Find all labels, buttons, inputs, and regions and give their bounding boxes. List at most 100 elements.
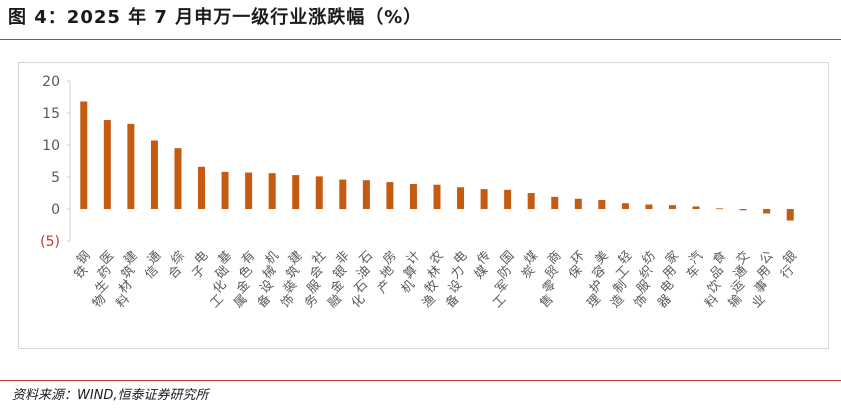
- bar-商贸零售: [551, 196, 559, 209]
- chart-frame: [18, 62, 829, 349]
- bar-计算机: [409, 184, 417, 209]
- x-tick-glyph: 信: [141, 262, 160, 281]
- x-tick-glyph: 备: [442, 291, 462, 311]
- y-tick-label: 0: [51, 202, 60, 218]
- x-tick-label: 煤炭: [518, 247, 540, 281]
- bar-非银金融: [339, 179, 347, 209]
- bar-电子: [198, 166, 206, 209]
- x-tick-label: 汽车: [683, 247, 705, 281]
- x-tick-glyph: 工: [207, 291, 226, 310]
- x-tick-label: 计算机: [398, 248, 423, 296]
- bar-社会服务: [315, 176, 323, 209]
- x-tick-glyph: 器: [654, 291, 674, 311]
- bar-轻工制造: [621, 203, 629, 209]
- bar-医药生物: [103, 120, 111, 209]
- bar-石油石化: [362, 180, 370, 209]
- x-tick-label: 银行: [777, 247, 799, 281]
- bars: [80, 101, 794, 221]
- bar-综合: [174, 148, 182, 209]
- x-tick-glyph: 饰: [631, 291, 650, 310]
- x-tick-glyph: 媒: [471, 262, 491, 282]
- x-tick-glyph: 渔: [419, 291, 438, 310]
- bar-基础化工: [221, 171, 229, 209]
- bar-银行: [786, 209, 794, 221]
- x-tick-glyph: 机: [398, 276, 418, 296]
- bar-钢铁: [80, 101, 88, 209]
- x-tick-glyph: 料: [113, 291, 133, 311]
- x-tick-label: 传媒: [471, 248, 493, 282]
- x-tick-glyph: 务: [301, 291, 320, 310]
- bar-交通运输: [739, 209, 747, 211]
- y-tick-label: (5): [40, 234, 60, 250]
- x-axis-labels: 钢铁医药生物建筑材料通信综合电子基础化工有色金属机械设备建筑装饰社会服务非银金融…: [71, 247, 800, 310]
- y-tick-label: 5: [51, 170, 60, 186]
- x-tick-glyph: 工: [489, 291, 508, 310]
- x-tick-glyph: 备: [254, 291, 274, 311]
- y-axis: (5) 0 5 10 15 20: [40, 74, 71, 250]
- y-tick-label: 10: [42, 138, 60, 154]
- x-tick-label: 综合: [165, 247, 187, 281]
- bar-食品饮料: [716, 208, 724, 210]
- x-tick-glyph: 属: [230, 291, 249, 310]
- x-tick-glyph: 业: [748, 291, 767, 310]
- y-tick-label: 20: [42, 74, 60, 90]
- bar-煤炭: [527, 193, 535, 209]
- bar-农林牧渔: [433, 184, 441, 209]
- x-tick-glyph: 行: [777, 262, 796, 281]
- x-tick-glyph: 车: [683, 262, 702, 281]
- bar-美容护理: [598, 200, 606, 209]
- x-tick-glyph: 物: [89, 291, 108, 310]
- x-tick-glyph: 炭: [518, 262, 537, 281]
- x-tick-label: 环保: [565, 248, 587, 282]
- x-tick-glyph: 造: [607, 291, 627, 311]
- bar-建筑装饰: [292, 175, 300, 209]
- x-tick-glyph: 料: [701, 291, 721, 311]
- x-tick-glyph: 理: [584, 291, 604, 311]
- x-tick-glyph: 饰: [277, 291, 296, 310]
- x-tick-glyph: 产: [374, 277, 393, 296]
- x-tick-glyph: 输: [725, 291, 745, 311]
- bar-环保: [574, 198, 582, 209]
- bar-汽车: [692, 206, 700, 209]
- bar-电力设备: [457, 187, 465, 209]
- page-title: 图 4：2025 年 7 月申万一级行业涨跌幅（%）: [8, 7, 423, 28]
- x-tick-glyph: 保: [565, 262, 585, 282]
- y-tick-label: 15: [42, 106, 60, 122]
- x-tick-glyph: 铁: [71, 262, 91, 282]
- footer-divider: [0, 380, 841, 381]
- x-tick-glyph: 合: [165, 262, 185, 282]
- x-tick-label: 钢铁: [71, 248, 93, 282]
- x-tick-label: 房地产: [374, 248, 399, 296]
- x-tick-label: 通信: [141, 247, 163, 281]
- x-tick-glyph: 融: [325, 291, 345, 311]
- bar-纺织服饰: [645, 204, 653, 209]
- bar-家用电器: [668, 205, 676, 209]
- bar-传媒: [480, 189, 488, 209]
- bar-建筑材料: [127, 123, 135, 209]
- x-tick-glyph: 子: [188, 262, 207, 281]
- x-tick-label: 电子: [188, 247, 210, 281]
- bar-机械设备: [268, 173, 276, 209]
- bar-公用事业: [763, 209, 771, 214]
- bar-有色金属: [245, 172, 253, 209]
- bar-房地产: [386, 182, 394, 209]
- x-tick-glyph: 化: [348, 291, 368, 311]
- bar-国防军工: [504, 189, 512, 209]
